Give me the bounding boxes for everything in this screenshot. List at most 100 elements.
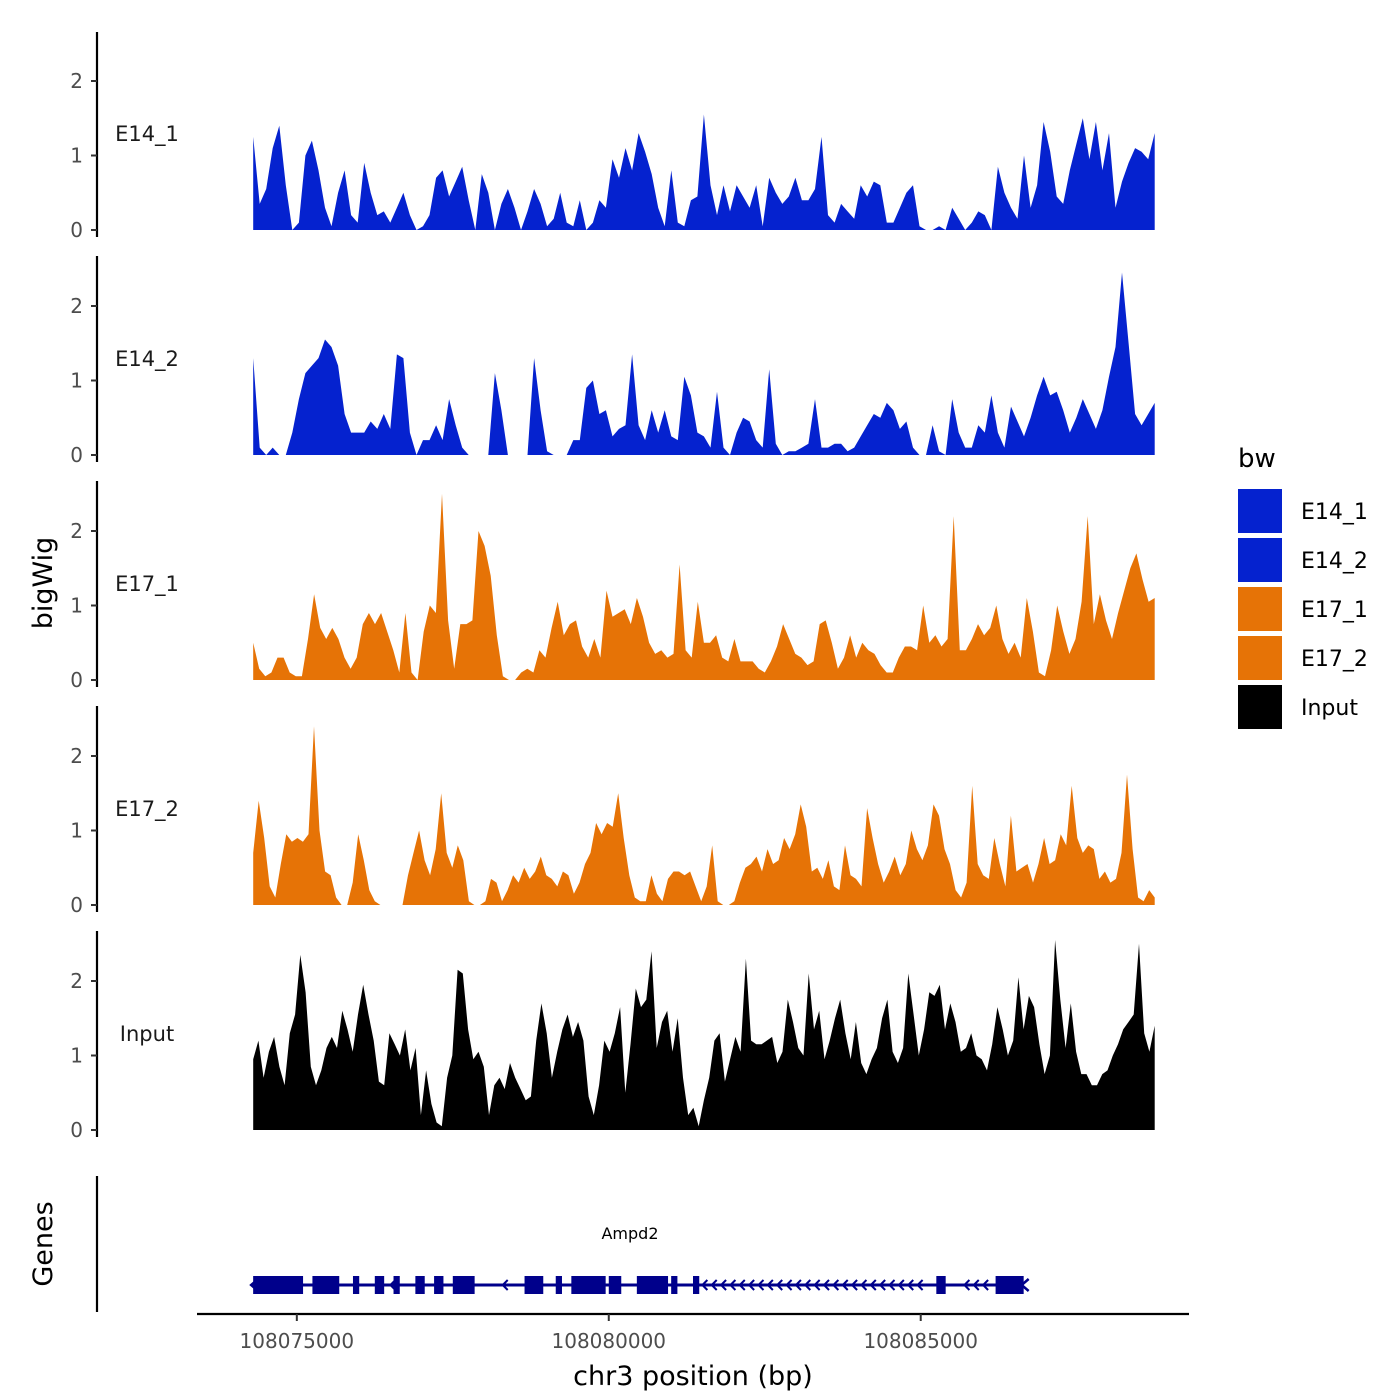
- strand-arrow: [972, 1279, 980, 1291]
- strand-arrow: [729, 1279, 737, 1291]
- legend-label-e17-1: E17_1: [1301, 598, 1368, 623]
- strand-arrow: [916, 1279, 924, 1291]
- strand-arrow: [719, 1279, 727, 1291]
- strand-arrow: [850, 1279, 858, 1291]
- strand-arrow: [351, 1279, 359, 1291]
- strand-arrow: [785, 1279, 793, 1291]
- strand-arrow: [897, 1279, 905, 1291]
- gene-exon: [571, 1276, 606, 1294]
- strand-arrow: [775, 1279, 783, 1291]
- gene-exon: [393, 1276, 400, 1294]
- gene-exon: [608, 1276, 622, 1294]
- gene-exon: [995, 1276, 1024, 1294]
- y-tick-label: 2: [70, 294, 83, 318]
- gene-exon: [253, 1276, 304, 1294]
- strand-arrow: [860, 1279, 868, 1291]
- legend-title: bw: [1238, 444, 1276, 474]
- y-tick-label: 1: [70, 1044, 83, 1068]
- legend-label-e17-2: E17_2: [1301, 647, 1368, 672]
- gene-model: [249, 1276, 1030, 1294]
- strand-arrow: [813, 1279, 821, 1291]
- track-e17-1: 0 1 2 E17_1: [70, 481, 1155, 692]
- y-tick-label: 2: [70, 969, 83, 993]
- y-tick-label: 0: [70, 1118, 83, 1142]
- track-e14-2: 0 1 2 E14_2: [70, 256, 1155, 467]
- gene-exon: [936, 1276, 946, 1294]
- gene-exon: [524, 1276, 544, 1294]
- y-tick-label: 2: [70, 69, 83, 93]
- track-label: E14_2: [115, 347, 179, 372]
- track-e17-2: 0 1 2 E17_2: [70, 706, 1155, 917]
- y-tick-label: 2: [70, 519, 83, 543]
- genes-track-title: Genes: [28, 1201, 59, 1286]
- legend-label-e14-1: E14_1: [1301, 500, 1368, 525]
- strand-arrow: [757, 1279, 765, 1291]
- legend-swatch-input: [1238, 685, 1282, 729]
- x-tick-label: 108085000: [863, 1329, 978, 1353]
- signal-area-input: [253, 940, 1155, 1130]
- gene-exon: [434, 1276, 444, 1294]
- signal-area-e14-2: [253, 272, 1155, 455]
- x-axis-ticks: 108075000 108080000 108085000: [240, 1314, 978, 1353]
- y-tick-label: 2: [70, 744, 83, 768]
- y-tick-label: 0: [70, 668, 83, 692]
- legend-swatch-e17-1: [1238, 587, 1282, 631]
- gene-exon: [352, 1276, 360, 1294]
- track-input: 0 1 2 Input: [70, 931, 1155, 1142]
- y-tick-label: 0: [70, 218, 83, 242]
- strand-arrow: [878, 1279, 886, 1291]
- strand-arrow: [766, 1279, 774, 1291]
- strand-arrow: [962, 1279, 971, 1291]
- gene-track: Ampd2 Genes: [28, 1176, 1030, 1312]
- gene-exon: [374, 1276, 385, 1294]
- gene-end-arrow: [1019, 1278, 1030, 1292]
- strand-arrow: [710, 1279, 718, 1291]
- gene-label: Ampd2: [601, 1224, 658, 1243]
- y-tick-label: 1: [70, 819, 83, 843]
- track-label: E17_1: [115, 572, 179, 597]
- track-label: Input: [120, 1022, 174, 1046]
- legend-swatch-e14-2: [1238, 538, 1282, 582]
- x-axis-title: chr3 position (bp): [573, 1361, 813, 1392]
- track-label: E17_2: [115, 797, 179, 822]
- y-tick-label: 1: [70, 369, 83, 393]
- strand-arrow: [794, 1279, 802, 1291]
- y-tick-label: 1: [70, 594, 83, 618]
- strand-arrow: [803, 1279, 812, 1291]
- gene-end-arrow: [249, 1278, 259, 1292]
- strand-arrow: [981, 1279, 989, 1291]
- y-tick-label: 0: [70, 893, 83, 917]
- signal-area-e14-1: [253, 114, 1155, 230]
- gene-exon: [671, 1276, 678, 1294]
- strand-arrow: [457, 1279, 465, 1291]
- track-label: E14_1: [115, 122, 179, 147]
- signal-tracks: 0 1 2 E14_1 0 1 2 E14_2 0 1 2 E17_1 0 1 2 E17_2 0 1 2 Input: [70, 32, 1155, 1142]
- strand-arrow: [610, 1279, 618, 1291]
- track-e14-1: 0 1 2 E14_1: [70, 32, 1155, 242]
- gene-exon: [415, 1276, 425, 1294]
- strand-arrow: [747, 1279, 755, 1291]
- x-axis: 108075000 108080000 108085000 chr3 positio…: [197, 1312, 1189, 1392]
- gene-exon: [452, 1276, 475, 1294]
- strand-arrow: [888, 1279, 896, 1291]
- strand-arrow: [831, 1279, 840, 1291]
- gene-exon: [555, 1276, 562, 1294]
- legend-swatch-e14-1: [1238, 489, 1282, 533]
- signal-area-e17-2: [253, 726, 1155, 905]
- legend: bw E14_1 E14_2 E17_1 E17_2 Input: [1238, 444, 1368, 729]
- strand-arrow: [700, 1279, 709, 1291]
- legend-label-input: Input: [1301, 696, 1358, 721]
- strand-arrow: [869, 1279, 877, 1291]
- strand-arrow: [906, 1279, 914, 1291]
- legend-swatch-e17-2: [1238, 636, 1282, 680]
- gene-exon: [312, 1276, 340, 1294]
- strand-arrow: [841, 1279, 849, 1291]
- y-tick-label: 0: [70, 443, 83, 467]
- x-tick-label: 108080000: [552, 1329, 667, 1353]
- strand-arrow: [822, 1279, 830, 1291]
- x-tick-label: 108075000: [240, 1329, 355, 1353]
- legend-label-e14-2: E14_2: [1301, 549, 1368, 574]
- strand-arrow: [501, 1279, 509, 1291]
- y-axis-title: bigWig: [28, 537, 59, 630]
